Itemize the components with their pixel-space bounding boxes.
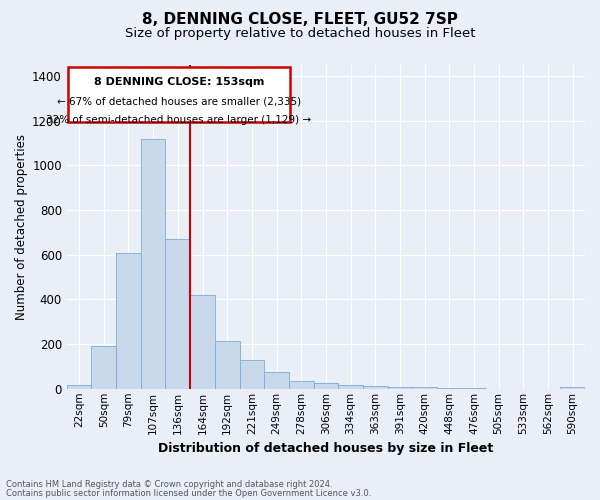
Text: 8 DENNING CLOSE: 153sqm: 8 DENNING CLOSE: 153sqm [94, 76, 264, 86]
Text: 8, DENNING CLOSE, FLEET, GU52 7SP: 8, DENNING CLOSE, FLEET, GU52 7SP [142, 12, 458, 28]
Bar [91, 346, 116, 389]
Bar [363, 386, 388, 389]
Text: Contains public sector information licensed under the Open Government Licence v3: Contains public sector information licen… [6, 490, 371, 498]
Y-axis label: Number of detached properties: Number of detached properties [15, 134, 28, 320]
Text: Contains HM Land Registry data © Crown copyright and database right 2024.: Contains HM Land Registry data © Crown c… [6, 480, 332, 489]
Bar [412, 387, 437, 389]
Bar [388, 386, 412, 389]
Text: 32% of semi-detached houses are larger (1,129) →: 32% of semi-detached houses are larger (… [46, 115, 311, 125]
Bar [215, 341, 239, 389]
Bar [338, 386, 363, 389]
X-axis label: Distribution of detached houses by size in Fleet: Distribution of detached houses by size … [158, 442, 494, 455]
Bar [264, 372, 289, 389]
Text: ← 67% of detached houses are smaller (2,335): ← 67% of detached houses are smaller (2,… [57, 96, 301, 106]
Bar [239, 360, 264, 389]
Bar [67, 384, 91, 389]
Bar [437, 388, 461, 389]
FancyBboxPatch shape [68, 67, 290, 122]
Bar [560, 386, 585, 389]
Text: Size of property relative to detached houses in Fleet: Size of property relative to detached ho… [125, 28, 475, 40]
Bar [166, 239, 190, 389]
Bar [141, 139, 166, 389]
Bar [116, 253, 141, 389]
Bar [314, 382, 338, 389]
Bar [289, 381, 314, 389]
Bar [190, 295, 215, 389]
